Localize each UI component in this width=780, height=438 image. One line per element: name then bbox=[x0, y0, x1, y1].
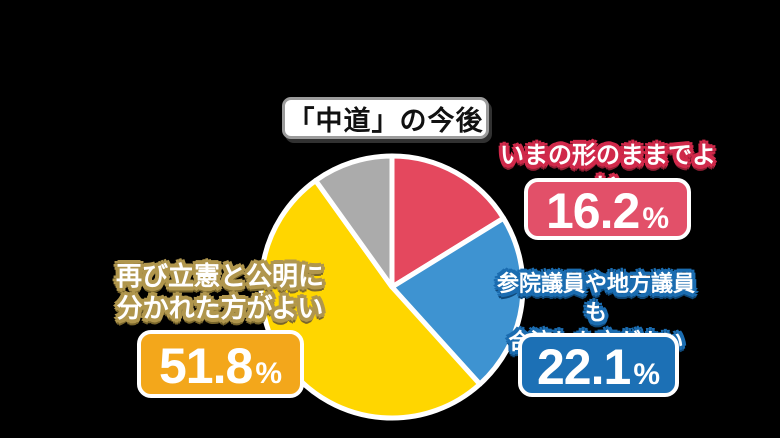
pie-slice bbox=[389, 215, 526, 387]
unit-blue: % bbox=[633, 358, 660, 391]
callout-label-yellow-line2: 分かれた方がよい bbox=[116, 293, 324, 323]
value-box-blue: 22.1% bbox=[518, 333, 679, 397]
chart-title: 「中道」の今後 bbox=[287, 105, 484, 136]
callout-label-blue-line1: 参院議員や地方議員も bbox=[496, 271, 695, 325]
value-yellow: 51.8 bbox=[158, 338, 253, 394]
callout-label-yellow-line1: 再び立憲と公明に bbox=[115, 261, 324, 291]
value-box-red: 16.2% bbox=[524, 178, 691, 240]
value-blue: 22.1 bbox=[536, 339, 631, 395]
unit-red: % bbox=[642, 202, 669, 235]
unit-yellow: % bbox=[255, 357, 282, 390]
chart-title-box: 「中道」の今後 bbox=[282, 97, 489, 139]
value-box-yellow: 51.8% bbox=[137, 330, 304, 398]
pie-slice bbox=[313, 153, 395, 290]
pie-chart bbox=[258, 153, 526, 421]
value-red: 16.2 bbox=[545, 183, 640, 239]
callout-label-yellow: 再び立憲と公明に 分かれた方がよい bbox=[105, 260, 335, 324]
pie-slice bbox=[389, 153, 506, 290]
